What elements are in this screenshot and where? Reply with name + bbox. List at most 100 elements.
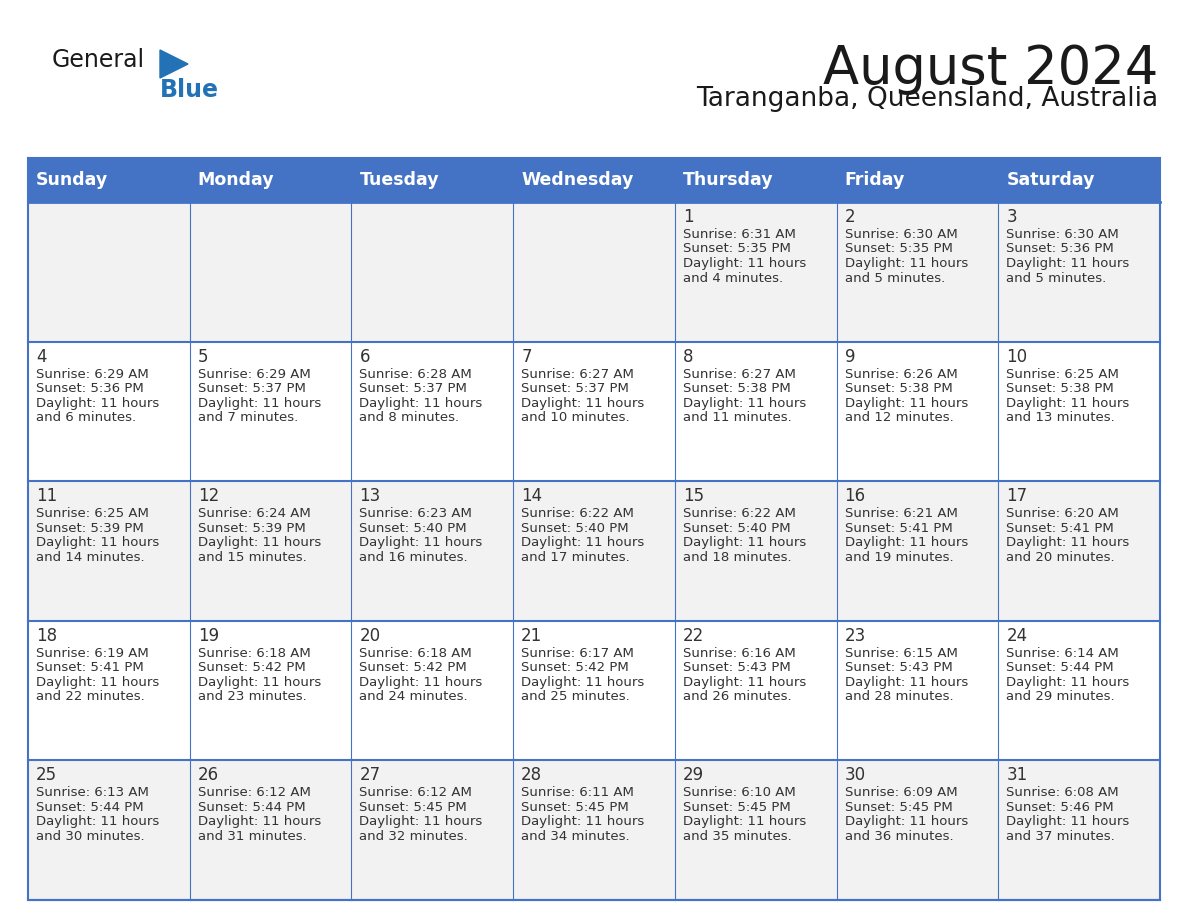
Text: Sunset: 5:41 PM: Sunset: 5:41 PM <box>36 661 144 675</box>
Text: 18: 18 <box>36 627 57 644</box>
Text: 13: 13 <box>360 487 380 505</box>
Text: 30: 30 <box>845 767 866 784</box>
Text: and 15 minutes.: and 15 minutes. <box>197 551 307 564</box>
Text: Daylight: 11 hours: Daylight: 11 hours <box>36 815 159 828</box>
Text: and 37 minutes.: and 37 minutes. <box>1006 830 1116 843</box>
Text: and 36 minutes.: and 36 minutes. <box>845 830 953 843</box>
Text: Sunset: 5:45 PM: Sunset: 5:45 PM <box>683 800 790 814</box>
Text: Friday: Friday <box>845 171 905 189</box>
Text: and 31 minutes.: and 31 minutes. <box>197 830 307 843</box>
Bar <box>836 341 998 481</box>
Text: 23: 23 <box>845 627 866 644</box>
Text: Sunrise: 6:30 AM: Sunrise: 6:30 AM <box>845 228 958 241</box>
Bar <box>513 760 675 900</box>
Bar <box>29 621 190 760</box>
Text: Daylight: 11 hours: Daylight: 11 hours <box>522 815 644 828</box>
Text: Sunset: 5:44 PM: Sunset: 5:44 PM <box>36 800 144 814</box>
Text: Sunrise: 6:23 AM: Sunrise: 6:23 AM <box>360 508 473 521</box>
Text: Sunset: 5:39 PM: Sunset: 5:39 PM <box>36 521 144 534</box>
Bar <box>352 341 513 481</box>
Text: Daylight: 11 hours: Daylight: 11 hours <box>845 536 968 549</box>
Bar <box>29 341 190 481</box>
Text: Sunrise: 6:13 AM: Sunrise: 6:13 AM <box>36 787 148 800</box>
Bar <box>190 341 352 481</box>
Text: Sunset: 5:37 PM: Sunset: 5:37 PM <box>522 382 628 395</box>
Text: Daylight: 11 hours: Daylight: 11 hours <box>845 815 968 828</box>
Text: Sunrise: 6:18 AM: Sunrise: 6:18 AM <box>360 647 472 660</box>
Text: and 5 minutes.: and 5 minutes. <box>1006 272 1106 285</box>
Text: Sunset: 5:38 PM: Sunset: 5:38 PM <box>1006 382 1114 395</box>
Text: and 8 minutes.: and 8 minutes. <box>360 411 460 424</box>
Text: Taranganba, Queensland, Australia: Taranganba, Queensland, Australia <box>696 86 1158 112</box>
Bar <box>352 481 513 621</box>
Text: Sunrise: 6:16 AM: Sunrise: 6:16 AM <box>683 647 796 660</box>
Text: Sunset: 5:36 PM: Sunset: 5:36 PM <box>36 382 144 395</box>
Text: Wednesday: Wednesday <box>522 171 633 189</box>
Bar <box>836 760 998 900</box>
Text: Sunrise: 6:30 AM: Sunrise: 6:30 AM <box>1006 228 1119 241</box>
Text: Sunset: 5:38 PM: Sunset: 5:38 PM <box>683 382 790 395</box>
Text: Sunrise: 6:08 AM: Sunrise: 6:08 AM <box>1006 787 1119 800</box>
Bar <box>190 621 352 760</box>
Bar <box>675 621 836 760</box>
Text: Sunset: 5:40 PM: Sunset: 5:40 PM <box>360 521 467 534</box>
Text: Daylight: 11 hours: Daylight: 11 hours <box>683 676 807 688</box>
Text: and 4 minutes.: and 4 minutes. <box>683 272 783 285</box>
Text: Daylight: 11 hours: Daylight: 11 hours <box>36 676 159 688</box>
Text: Daylight: 11 hours: Daylight: 11 hours <box>683 815 807 828</box>
Text: Sunset: 5:44 PM: Sunset: 5:44 PM <box>1006 661 1114 675</box>
Bar <box>29 158 1159 900</box>
Text: 22: 22 <box>683 627 704 644</box>
Bar <box>998 481 1159 621</box>
Text: Sunset: 5:39 PM: Sunset: 5:39 PM <box>197 521 305 534</box>
Bar <box>998 621 1159 760</box>
Bar <box>998 202 1159 341</box>
Bar <box>998 760 1159 900</box>
Text: 16: 16 <box>845 487 866 505</box>
Text: Sunrise: 6:12 AM: Sunrise: 6:12 AM <box>197 787 310 800</box>
Bar <box>352 760 513 900</box>
Text: Sunset: 5:38 PM: Sunset: 5:38 PM <box>845 382 953 395</box>
Text: 12: 12 <box>197 487 219 505</box>
Text: Daylight: 11 hours: Daylight: 11 hours <box>360 676 482 688</box>
Bar <box>513 481 675 621</box>
Text: Daylight: 11 hours: Daylight: 11 hours <box>845 397 968 409</box>
Bar <box>513 621 675 760</box>
Text: 10: 10 <box>1006 348 1028 365</box>
Text: and 16 minutes.: and 16 minutes. <box>360 551 468 564</box>
Text: 2: 2 <box>845 208 855 226</box>
Text: Daylight: 11 hours: Daylight: 11 hours <box>845 676 968 688</box>
Text: and 28 minutes.: and 28 minutes. <box>845 690 953 703</box>
Text: and 14 minutes.: and 14 minutes. <box>36 551 145 564</box>
Text: 21: 21 <box>522 627 543 644</box>
Text: Sunrise: 6:10 AM: Sunrise: 6:10 AM <box>683 787 796 800</box>
Text: and 19 minutes.: and 19 minutes. <box>845 551 953 564</box>
Text: Sunrise: 6:31 AM: Sunrise: 6:31 AM <box>683 228 796 241</box>
Text: Daylight: 11 hours: Daylight: 11 hours <box>683 257 807 270</box>
Text: Sunset: 5:43 PM: Sunset: 5:43 PM <box>845 661 953 675</box>
Text: Sunrise: 6:24 AM: Sunrise: 6:24 AM <box>197 508 310 521</box>
Bar <box>836 481 998 621</box>
Text: Daylight: 11 hours: Daylight: 11 hours <box>36 397 159 409</box>
Text: and 5 minutes.: and 5 minutes. <box>845 272 944 285</box>
Text: Daylight: 11 hours: Daylight: 11 hours <box>1006 815 1130 828</box>
Text: Daylight: 11 hours: Daylight: 11 hours <box>360 397 482 409</box>
Bar <box>190 202 352 341</box>
Bar <box>675 341 836 481</box>
Text: and 11 minutes.: and 11 minutes. <box>683 411 791 424</box>
Text: Sunday: Sunday <box>36 171 108 189</box>
Text: Sunrise: 6:14 AM: Sunrise: 6:14 AM <box>1006 647 1119 660</box>
Text: Sunrise: 6:20 AM: Sunrise: 6:20 AM <box>1006 508 1119 521</box>
Text: Sunset: 5:44 PM: Sunset: 5:44 PM <box>197 800 305 814</box>
Text: 5: 5 <box>197 348 208 365</box>
Text: Daylight: 11 hours: Daylight: 11 hours <box>197 676 321 688</box>
Bar <box>352 621 513 760</box>
Text: Sunset: 5:46 PM: Sunset: 5:46 PM <box>1006 800 1114 814</box>
Text: and 7 minutes.: and 7 minutes. <box>197 411 298 424</box>
Text: and 13 minutes.: and 13 minutes. <box>1006 411 1116 424</box>
Text: Sunrise: 6:27 AM: Sunrise: 6:27 AM <box>522 367 634 381</box>
Text: 24: 24 <box>1006 627 1028 644</box>
Text: Daylight: 11 hours: Daylight: 11 hours <box>683 397 807 409</box>
Text: 20: 20 <box>360 627 380 644</box>
Bar <box>29 760 190 900</box>
